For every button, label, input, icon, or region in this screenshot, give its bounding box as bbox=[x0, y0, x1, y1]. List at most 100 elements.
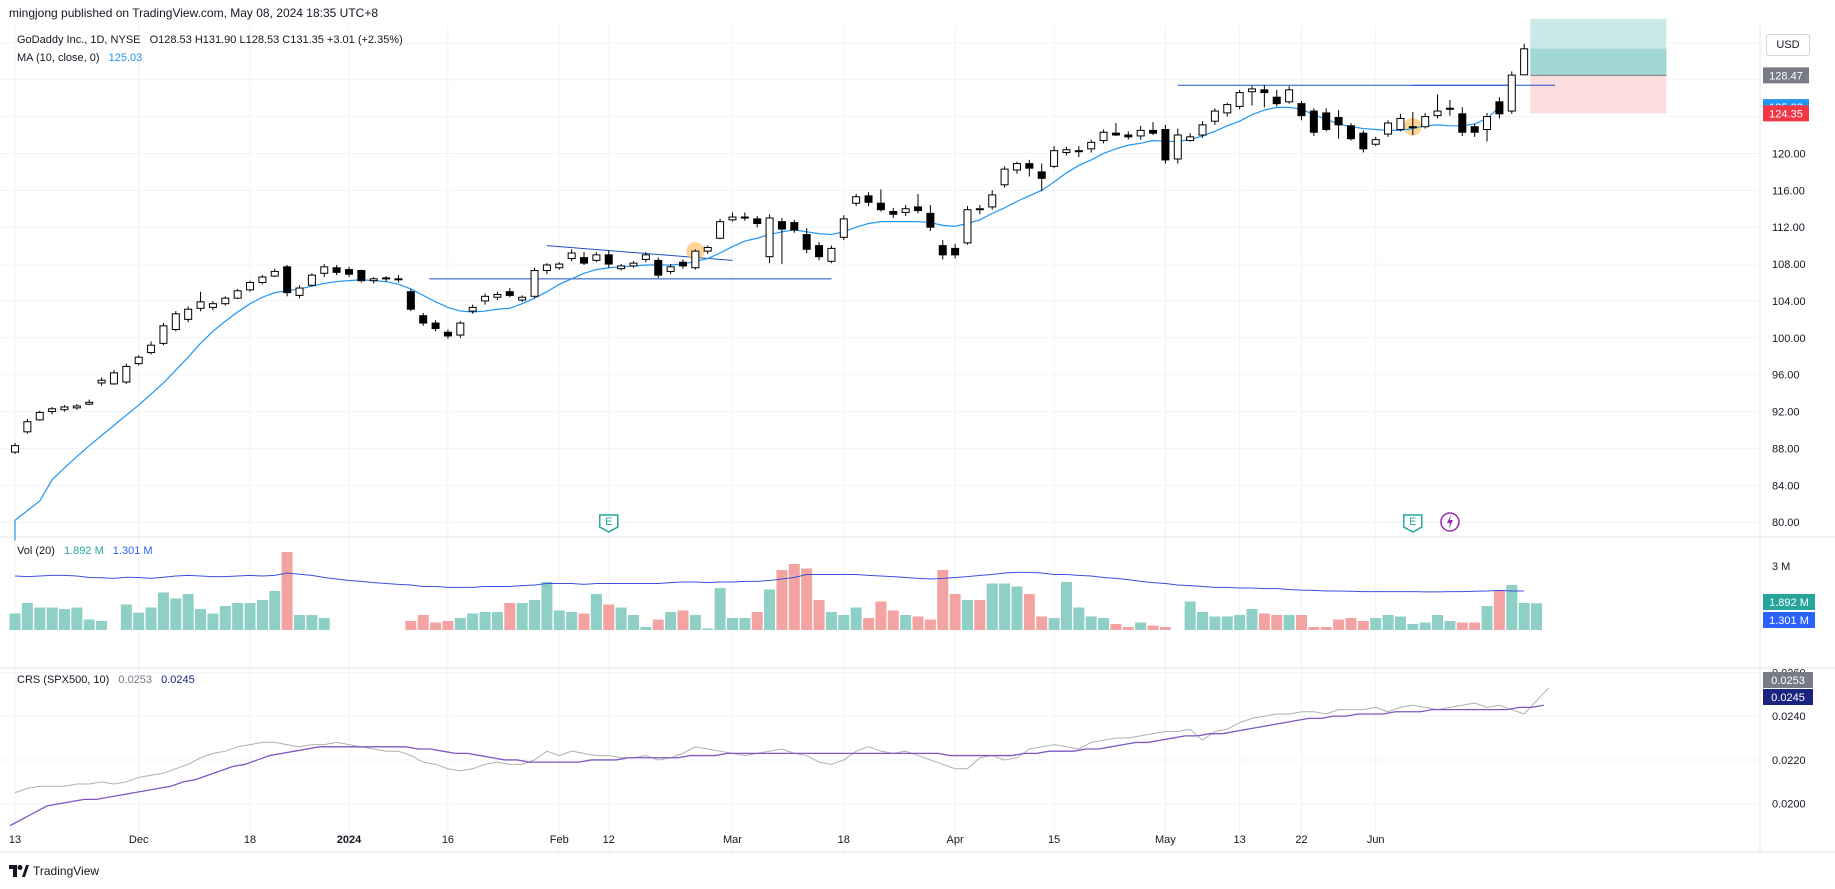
volume-bar bbox=[430, 622, 442, 630]
volume-bar bbox=[58, 609, 70, 630]
profit-zone-filled bbox=[1530, 48, 1667, 76]
volume-bar bbox=[1234, 615, 1246, 630]
candle-body bbox=[109, 372, 118, 385]
candle-body bbox=[815, 245, 824, 258]
candle-body bbox=[431, 322, 440, 330]
volume-value: 1.892 M bbox=[63, 545, 104, 557]
volume-bar bbox=[71, 607, 83, 630]
candle-body bbox=[406, 291, 415, 310]
ma-label: MA (10, close, 0) bbox=[17, 52, 100, 64]
candle-body bbox=[85, 401, 94, 405]
volume-bar bbox=[1320, 627, 1332, 630]
volume-bar bbox=[850, 607, 862, 630]
volume-bar bbox=[764, 589, 776, 630]
price-tick-label: 88.00 bbox=[1772, 443, 1800, 455]
volume-bar bbox=[1357, 621, 1369, 630]
volume-bar bbox=[776, 570, 788, 630]
volume-bar bbox=[702, 628, 714, 630]
volume-bar bbox=[1432, 615, 1444, 630]
candle-body bbox=[295, 287, 304, 296]
volume-bar bbox=[1221, 616, 1233, 630]
candle-body bbox=[728, 216, 737, 221]
candle-body bbox=[11, 445, 19, 453]
volume-bar bbox=[788, 564, 800, 630]
volume-bar bbox=[306, 615, 318, 630]
volume-bar bbox=[46, 607, 58, 630]
volume-bar bbox=[1419, 622, 1431, 630]
tradingview-logo-icon bbox=[9, 865, 29, 877]
volume-tag-label: 1.301 M bbox=[1769, 615, 1809, 627]
volume-bar bbox=[1085, 616, 1097, 630]
candle-body bbox=[975, 208, 984, 211]
volume-bar bbox=[912, 616, 924, 630]
tradingview-footer[interactable]: TradingView bbox=[9, 864, 99, 878]
price-tick-label: 96.00 bbox=[1772, 370, 1800, 382]
price-tick-label: 80.00 bbox=[1772, 517, 1800, 529]
volume-bar bbox=[1271, 615, 1283, 630]
volume-bar bbox=[924, 619, 936, 630]
symbol-name: GoDaddy Inc., 1D, NYSE bbox=[17, 34, 141, 46]
volume-bar bbox=[937, 570, 949, 630]
volume-bar bbox=[504, 603, 516, 630]
volume-bar bbox=[1370, 618, 1382, 630]
volume-bar bbox=[1147, 625, 1159, 630]
candle-body bbox=[456, 322, 465, 336]
volume-bar bbox=[1481, 606, 1493, 630]
volume-bar bbox=[1531, 603, 1543, 630]
candle-body bbox=[567, 252, 576, 260]
volume-tag bbox=[1763, 612, 1815, 628]
candles bbox=[11, 43, 1529, 454]
volume-bar bbox=[986, 583, 998, 630]
tradingview-brand: TradingView bbox=[33, 864, 100, 878]
candle-body bbox=[1285, 89, 1294, 103]
volume-bar bbox=[801, 568, 813, 630]
volume-bar bbox=[1246, 609, 1258, 630]
time-tick-label: Apr bbox=[947, 834, 964, 846]
volume-bar bbox=[529, 600, 541, 630]
candle-body bbox=[357, 270, 366, 282]
candle-body bbox=[1470, 126, 1479, 133]
volume-bar bbox=[34, 607, 46, 630]
volume-bar bbox=[751, 612, 763, 630]
candle-body bbox=[827, 247, 836, 262]
candle-body bbox=[629, 262, 638, 267]
candle-body bbox=[1334, 116, 1343, 126]
volume-bar bbox=[689, 615, 701, 630]
time-tick-label: 22 bbox=[1295, 834, 1307, 846]
volume-bar bbox=[652, 619, 664, 630]
candle-body bbox=[654, 259, 663, 276]
candle-body bbox=[926, 212, 935, 228]
candle-body bbox=[914, 206, 923, 212]
volume-bar bbox=[1073, 607, 1085, 630]
candle-body bbox=[1272, 96, 1281, 105]
currency-button[interactable]: USD bbox=[1766, 34, 1810, 56]
ma-legend: MA (10, close, 0) 125.03 bbox=[17, 52, 142, 64]
candle-body bbox=[518, 296, 527, 301]
candle-body bbox=[753, 218, 762, 225]
candle-body bbox=[233, 290, 242, 299]
candle-body bbox=[530, 270, 539, 297]
volume-bar bbox=[900, 615, 912, 630]
volume-bar bbox=[887, 610, 899, 630]
candle-body bbox=[159, 325, 168, 344]
volume-bar bbox=[1444, 621, 1456, 630]
candle-body bbox=[97, 379, 106, 384]
volume-bar bbox=[1023, 594, 1035, 630]
candle-body bbox=[344, 269, 353, 275]
candle-body bbox=[889, 211, 898, 215]
earnings-badge bbox=[1403, 514, 1423, 533]
volume-bar bbox=[1110, 624, 1122, 630]
candle-body bbox=[1099, 131, 1108, 142]
volume-bar bbox=[1506, 585, 1518, 630]
crs-label: CRS (SPX500, 10) bbox=[17, 674, 110, 686]
candle-body bbox=[716, 221, 725, 239]
volume-bar bbox=[813, 600, 825, 630]
price-tag bbox=[1763, 67, 1809, 84]
candle-body bbox=[270, 270, 279, 277]
volume-bar bbox=[219, 606, 231, 630]
earnings-icon: E bbox=[599, 514, 619, 533]
grid-lines bbox=[0, 26, 1760, 852]
time-tick-label: 18 bbox=[838, 834, 850, 846]
volume-bar bbox=[1098, 618, 1110, 630]
